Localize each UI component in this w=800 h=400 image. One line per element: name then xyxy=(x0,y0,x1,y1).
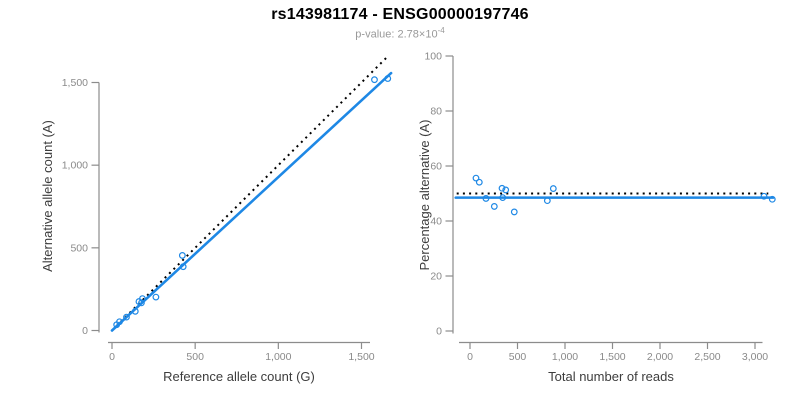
x-tick-label: 1,000 xyxy=(265,351,291,363)
x-tick-label: 0 xyxy=(109,351,115,363)
data-point xyxy=(482,195,490,202)
data-point xyxy=(139,295,146,302)
pvalue-exponent: -4 xyxy=(437,26,445,35)
data-point xyxy=(179,263,187,271)
y-tick-label: 0 xyxy=(82,325,88,337)
figure-title: rs143981174 - ENSG00000197746 xyxy=(271,6,529,23)
data-point xyxy=(502,186,510,194)
data-point xyxy=(152,293,160,301)
data-point xyxy=(475,178,483,186)
data-point xyxy=(499,194,507,202)
y-tick-label: 40 xyxy=(430,216,442,228)
y-tick-label: 0 xyxy=(436,326,442,338)
data-point xyxy=(490,203,498,210)
pvalue-text: p-value: 2.78×10 xyxy=(355,28,438,41)
data-point xyxy=(768,195,776,203)
x-tick-label: 0 xyxy=(467,351,473,363)
x-tick-label: 500 xyxy=(186,351,204,363)
y-tick-label: 1,000 xyxy=(62,160,88,172)
data-point xyxy=(131,307,139,315)
x-axis-title: Reference allele count (G) xyxy=(163,369,315,384)
data-point xyxy=(510,208,518,216)
y-tick-label: 1,500 xyxy=(62,77,88,89)
x-tick-label: 2,500 xyxy=(694,351,720,363)
x-tick-label: 1,500 xyxy=(348,351,374,363)
y-axis-title: Alternative allele count (A) xyxy=(40,120,55,272)
y-tick-label: 80 xyxy=(430,106,442,118)
fit-line xyxy=(110,71,393,332)
data-point xyxy=(371,76,378,84)
y-tick-label: 60 xyxy=(430,161,442,173)
figure-subtitle: p-value: 2.78×10-4 xyxy=(0,26,800,41)
data-point xyxy=(384,75,392,82)
right-plot: 0 20 40 60 80 100 0 500 1,000 1,500 2,000 2,500 3,00… xyxy=(417,51,776,384)
x-tick-label: 2,000 xyxy=(647,351,673,363)
x-tick-label: 1,500 xyxy=(599,351,625,363)
data-point xyxy=(472,174,480,182)
y-tick-label: 100 xyxy=(424,51,442,63)
left-plot: 0 500 1,000 1,500 0 500 1,000 1,500 Reference al… xyxy=(40,56,393,384)
data-point xyxy=(116,318,123,326)
data-point xyxy=(498,184,506,192)
data-point xyxy=(138,299,145,307)
identity-line xyxy=(111,56,388,332)
y-tick-label: 20 xyxy=(430,271,442,283)
y-axis-title: Percentage alternative (A) xyxy=(417,119,432,270)
x-axis-title: Total number of reads xyxy=(548,369,674,384)
x-tick-label: 1,000 xyxy=(552,351,578,363)
data-point xyxy=(123,313,130,321)
data-point xyxy=(543,197,551,205)
y-tick-label: 500 xyxy=(70,242,88,254)
data-point xyxy=(760,192,768,200)
x-tick-label: 3,000 xyxy=(742,351,768,363)
data-point xyxy=(178,252,186,259)
data-point xyxy=(549,185,557,192)
x-tick-label: 500 xyxy=(509,351,527,363)
